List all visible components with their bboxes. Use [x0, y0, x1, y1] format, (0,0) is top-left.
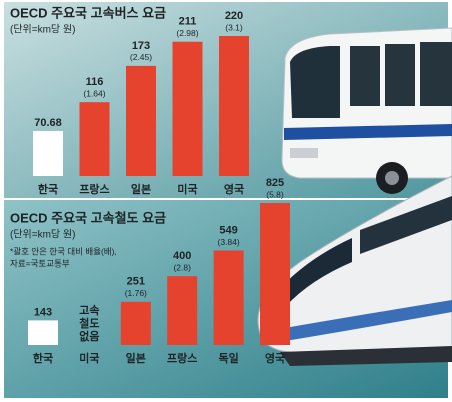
- bar: [33, 131, 63, 176]
- bar: [172, 41, 203, 177]
- ratio-label: (2.45): [130, 52, 152, 62]
- value-label: 220: [225, 10, 243, 22]
- x-tick-label: 일본: [131, 182, 151, 196]
- value-label: 211: [179, 16, 197, 28]
- bar: [79, 102, 110, 176]
- bar: [126, 65, 156, 176]
- bar: [213, 250, 244, 345]
- chart-note: *괄호 안은 한국 대비 배율(배),: [10, 246, 117, 256]
- bar: [120, 301, 151, 345]
- ratio-label: (5.8): [266, 189, 284, 199]
- value-label: 825: [266, 177, 284, 189]
- chart-note: 자료=국토교통부: [10, 258, 70, 268]
- bar: [28, 320, 58, 345]
- bar: [167, 276, 198, 345]
- x-tick-label: 독일: [218, 351, 238, 365]
- chart-subtitle: (단위=km당 원): [10, 23, 75, 36]
- x-tick-label: 일본: [126, 351, 146, 365]
- x-tick-label: 영국: [224, 183, 244, 196]
- bar: [219, 36, 249, 176]
- value-label: 143: [34, 306, 52, 318]
- x-tick-label: 미국: [177, 182, 197, 196]
- ratio-label: (3.1): [225, 22, 243, 32]
- bar: [260, 203, 290, 345]
- bus-illustration: [281, 27, 452, 194]
- value-label: 400: [173, 250, 191, 262]
- value-label: 173: [132, 40, 150, 52]
- value-label: 251: [127, 276, 145, 288]
- x-tick-label: 한국: [38, 182, 58, 196]
- ratio-label: (1.76): [125, 288, 147, 298]
- x-tick-label: 프랑스: [79, 183, 109, 196]
- x-tick-label: 한국: [33, 351, 53, 365]
- x-tick-label: 영국: [265, 352, 285, 365]
- chart-title: OECD 주요국 고속버스 요금: [10, 5, 166, 20]
- x-tick-label: 미국: [79, 351, 99, 365]
- no-data-label: 철도: [79, 316, 99, 330]
- ratio-label: (2.98): [176, 28, 198, 38]
- ratio-label: (2.8): [173, 262, 191, 272]
- no-data-label: 없음: [79, 330, 99, 343]
- ratio-label: (1.64): [83, 88, 105, 98]
- x-tick-label: 프랑스: [167, 352, 197, 365]
- no-data-label: 고속: [79, 304, 99, 317]
- value-label: 116: [86, 76, 104, 88]
- chart-title: OECD 주요국 고속철도 요금: [10, 210, 166, 225]
- value-label: 549: [219, 224, 237, 236]
- chart-subtitle: (단위=km당 원): [10, 228, 75, 241]
- value-label: 70.68: [34, 117, 62, 129]
- ratio-label: (3.84): [217, 237, 239, 247]
- train-illustration: [257, 175, 452, 366]
